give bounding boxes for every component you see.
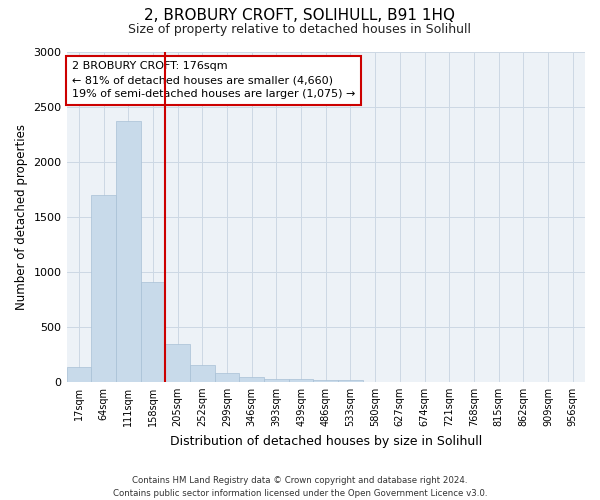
Bar: [338, 380, 363, 382]
Text: Contains HM Land Registry data © Crown copyright and database right 2024.
Contai: Contains HM Land Registry data © Crown c…: [113, 476, 487, 498]
Bar: [215, 373, 239, 382]
Bar: [116, 121, 140, 382]
Bar: [313, 380, 338, 382]
Bar: [190, 364, 215, 382]
Bar: [264, 378, 289, 382]
Y-axis label: Number of detached properties: Number of detached properties: [15, 124, 28, 310]
Bar: [67, 368, 91, 382]
Bar: [140, 282, 165, 382]
Text: 2, BROBURY CROFT, SOLIHULL, B91 1HQ: 2, BROBURY CROFT, SOLIHULL, B91 1HQ: [145, 8, 455, 22]
Text: 2 BROBURY CROFT: 176sqm
← 81% of detached houses are smaller (4,660)
19% of semi: 2 BROBURY CROFT: 176sqm ← 81% of detache…: [72, 62, 355, 100]
Bar: [165, 344, 190, 382]
Bar: [91, 194, 116, 382]
Bar: [289, 380, 313, 382]
Text: Size of property relative to detached houses in Solihull: Size of property relative to detached ho…: [128, 22, 472, 36]
Bar: [239, 376, 264, 382]
X-axis label: Distribution of detached houses by size in Solihull: Distribution of detached houses by size …: [170, 434, 482, 448]
